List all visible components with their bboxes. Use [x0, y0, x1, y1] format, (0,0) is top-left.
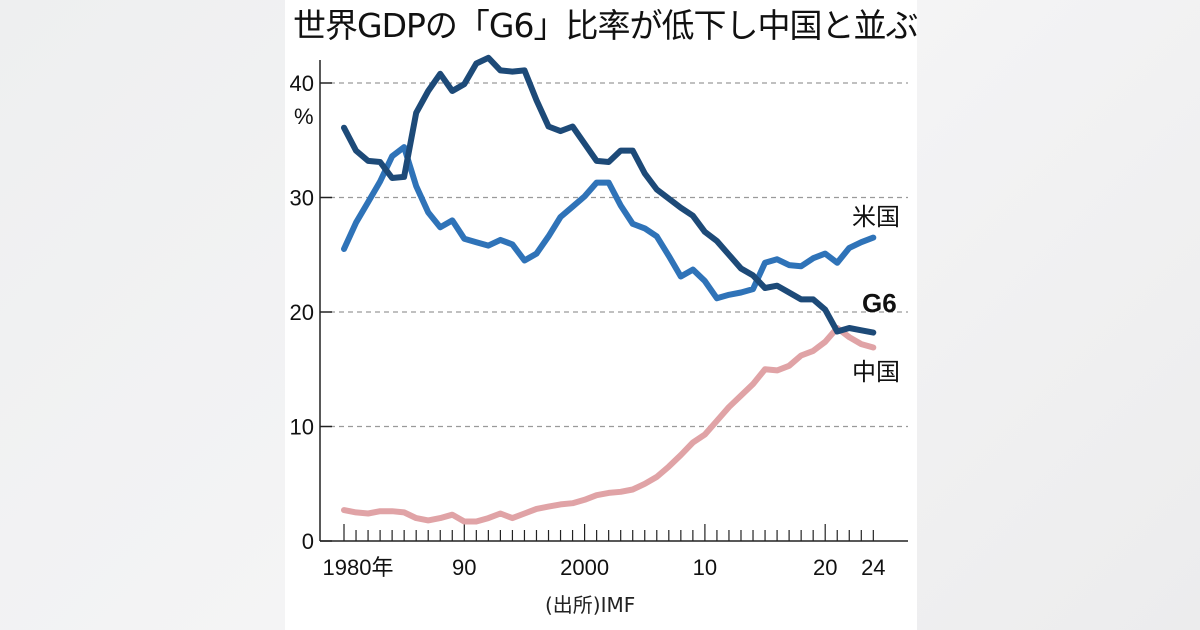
x-tick-label: 10	[693, 555, 717, 580]
chart-panel: 世界GDPの「G6」比率が低下し中国と並ぶ	[285, 0, 918, 630]
series-line-us	[341, 144, 877, 302]
y-tick-label: 20	[290, 300, 314, 325]
y-tick-label: 40	[290, 71, 314, 96]
x-tick-label: 90	[452, 555, 476, 580]
x-tick-label: 1980年	[323, 555, 394, 580]
x-tick-label: 2000	[560, 555, 609, 580]
series-lines	[341, 54, 877, 525]
y-tick-label: 10	[290, 415, 314, 440]
y-tick-label: 30	[290, 186, 314, 211]
x-tick-label: 20	[813, 555, 837, 580]
chart-title: 世界GDPの「G6」比率が低下し中国と並ぶ	[293, 6, 918, 45]
y-unit-label: %	[294, 104, 314, 129]
y-tick-label: 0	[302, 529, 314, 554]
source-note: (出所)IMF	[545, 593, 635, 617]
series-label-china: 中国	[852, 358, 900, 386]
labels: % 米国 G6 中国 (出所)IMF	[294, 104, 900, 617]
axes: 0 10 20 30 40 1980年 90 2000 10 20 24	[290, 60, 908, 580]
x-tick-label: 24	[861, 555, 885, 580]
series-label-g6: G6	[862, 288, 897, 318]
series-label-us: 米国	[852, 203, 900, 231]
series-line-china	[341, 325, 877, 525]
